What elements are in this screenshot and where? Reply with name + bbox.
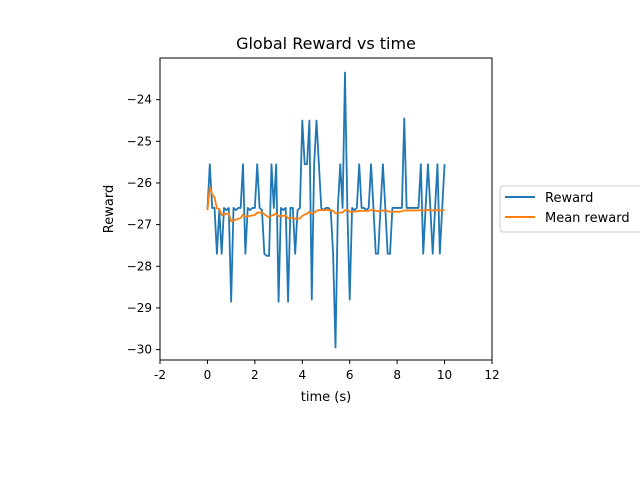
plot-frame	[159, 57, 493, 361]
y-tick-label: −30	[127, 343, 152, 357]
legend-box	[499, 185, 640, 233]
y-tick-label: −27	[127, 218, 152, 232]
y-tick-label: −29	[127, 301, 152, 315]
y-axis-label: Reward	[102, 185, 117, 233]
legend-label-reward: Reward	[545, 191, 593, 206]
legend-label-mean-reward: Mean reward	[545, 211, 630, 226]
y-axis: −30 −29 −28 −27 −26 −25 −24	[127, 93, 160, 357]
x-tick-label: 2	[251, 368, 259, 382]
x-tick-label: 0	[204, 368, 212, 382]
legend: Reward Mean reward	[499, 185, 640, 233]
series-line-reward	[206, 71, 446, 349]
series-line-mean-reward	[206, 186, 445, 223]
y-tick-label: −25	[127, 134, 152, 148]
x-axis: -2 0 2 4 6 8 10 12	[154, 360, 500, 382]
series-layer	[206, 71, 446, 349]
y-tick-label: −24	[127, 93, 152, 107]
y-tick-label: −26	[127, 176, 152, 190]
x-tick-label: -2	[154, 368, 166, 382]
x-axis-label: time (s)	[301, 390, 351, 405]
y-tick-label: −28	[127, 259, 152, 273]
x-tick-label: 8	[393, 368, 401, 382]
x-tick-label: 10	[437, 368, 452, 382]
x-tick-label: 12	[484, 368, 499, 382]
x-tick-label: 4	[298, 368, 306, 382]
plot-area: -2 0 2 4 6 8 10 12 −30 −29 −28 −27 −26 −25 −24	[127, 57, 500, 382]
chart-title: Global Reward vs time	[236, 34, 416, 53]
x-tick-label: 6	[346, 368, 354, 382]
